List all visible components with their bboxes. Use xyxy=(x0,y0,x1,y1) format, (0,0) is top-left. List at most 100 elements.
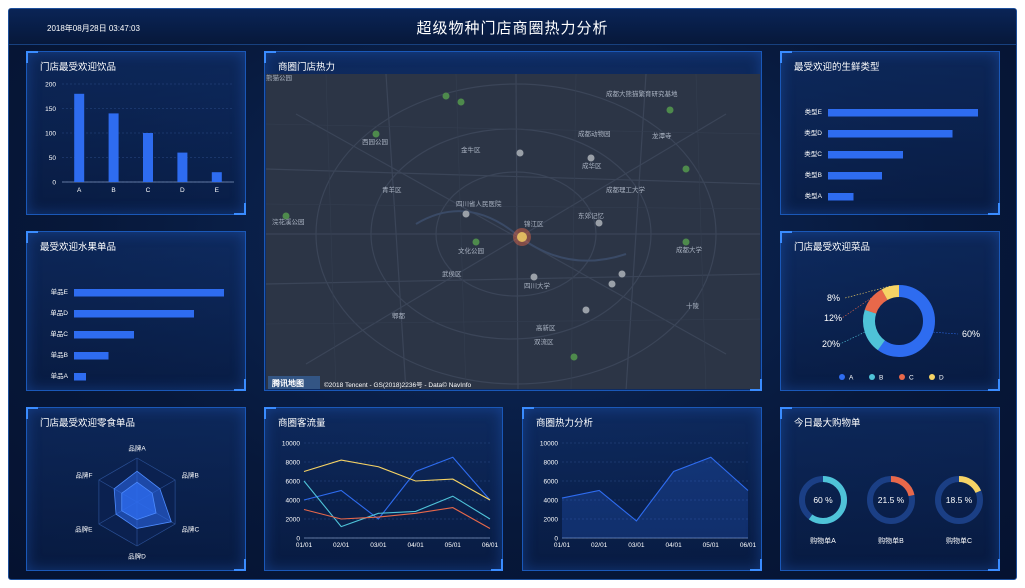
radar-label: 品牌A xyxy=(128,444,146,453)
gauge-arc xyxy=(935,476,983,524)
x-tick-label: D xyxy=(180,187,185,194)
radar-label: 品牌B xyxy=(181,471,198,480)
map-label-shuangliu: 双流区 xyxy=(534,337,554,346)
map-label-wuhou: 武侯区 xyxy=(442,269,462,278)
radar-label: 品牌C xyxy=(181,525,199,534)
drinks-bar-chart: 0 50 100 150 200 A B C D E xyxy=(45,82,234,194)
y-tick-label: 2000 xyxy=(544,517,559,524)
radar-label: 品牌E xyxy=(75,525,93,534)
bar xyxy=(74,93,85,182)
slice-label: 8% xyxy=(827,293,840,303)
x-tick-label: 01/01 xyxy=(554,542,571,549)
category-label: 类型A xyxy=(805,191,823,200)
map-watermark: 腾讯地图 xyxy=(271,378,304,388)
fruit-panel: 最受欢迎水果单品 单品E 单品D 单品C 单品B 单品A xyxy=(26,231,246,391)
y-tick-label: 4000 xyxy=(544,498,559,505)
traffic-panel: 商圈客流量 0 2000 4000 6000 8000 10000 01/01 02/01 03… xyxy=(264,407,503,571)
gauge-arc xyxy=(799,476,847,524)
label-leader xyxy=(839,331,865,345)
gauge-name: 购物单B xyxy=(878,536,904,545)
map-label-qingyang: 青羊区 xyxy=(382,185,402,194)
panel-title: 商圈门店热力 xyxy=(278,62,336,73)
map-panel: 商圈门店热力 xyxy=(264,51,762,391)
map-label-chengdu-univ: 成都大学 xyxy=(676,245,703,254)
x-tick-label: 04/01 xyxy=(665,542,682,549)
y-tick-label: 0 xyxy=(296,536,300,543)
map-label-jinjiang: 锦江区 xyxy=(524,219,544,228)
x-tick-label: B xyxy=(111,187,115,194)
y-tick-label: 2000 xyxy=(286,517,301,524)
map-label-xiyuan: 西园公园 xyxy=(362,138,388,146)
map-canvas: 熊猫公园 成华区 金牛区 青羊区 武侯区 锦江区 高新区 双流区 郫都 四川省人… xyxy=(266,74,760,389)
category-label: 类型D xyxy=(804,128,822,137)
series-line xyxy=(303,480,491,528)
x-tick-label: 01/01 xyxy=(296,542,313,549)
y-tick-label: 200 xyxy=(45,82,56,89)
series-line xyxy=(303,507,491,529)
x-tick-label: 05/01 xyxy=(445,542,462,549)
fresh-bar-chart: 类型E 类型D 类型C 类型B 类型A xyxy=(804,107,978,201)
dashboard-header: 2018年08月28日 03:47:03 超级物种门店商圈热力分析 xyxy=(9,9,1016,45)
y-tick-label: 0 xyxy=(52,180,56,187)
y-tick-label: 4000 xyxy=(286,498,301,505)
panel-title: 最受欢迎的生鲜类型 xyxy=(794,62,880,73)
drinks-panel: 门店最受欢迎饮品 0 50 100 150 200 A B C D E xyxy=(26,51,246,215)
bar xyxy=(828,151,903,159)
label-leader xyxy=(933,331,959,335)
map-label-sichuan-univ: 四川大学 xyxy=(524,281,551,290)
x-tick-label: A xyxy=(77,187,82,194)
category-label: 类型C xyxy=(804,149,822,158)
panel-title: 门店最受欢迎零食单品 xyxy=(40,418,136,429)
bar xyxy=(828,130,953,138)
map-label-zoo: 成都动物园 xyxy=(578,129,611,138)
panel-title: 商圈客流量 xyxy=(278,418,326,429)
dishes-donut-chart: 60% 20% 12% 8% A B C D xyxy=(822,285,980,382)
y-tick-label: 10000 xyxy=(540,441,558,448)
y-tick-label: 150 xyxy=(45,106,56,113)
x-tick-label: 06/01 xyxy=(740,542,757,549)
bar xyxy=(177,152,188,182)
heat-map[interactable]: 熊猫公园 成华区 金牛区 青羊区 武侯区 锦江区 高新区 双流区 郫都 四川省人… xyxy=(266,74,760,389)
map-label-gaoxin: 高新区 xyxy=(536,323,556,332)
donut-slice xyxy=(863,285,935,357)
category-label: 单品D xyxy=(50,308,68,317)
x-tick-label: 03/01 xyxy=(370,542,387,549)
bar xyxy=(74,310,194,318)
bar xyxy=(211,172,222,182)
fresh-panel: 最受欢迎的生鲜类型 类型E 类型D 类型C 类型B 类型A xyxy=(780,51,1000,215)
gauge-value: 21.5 % xyxy=(878,495,905,505)
bar xyxy=(74,331,134,339)
bar xyxy=(74,289,224,297)
legend-swatch xyxy=(839,374,845,380)
radar-series xyxy=(121,481,157,521)
bar xyxy=(828,193,854,201)
category-label: 类型B xyxy=(805,170,822,179)
map-label-jinniu: 金牛区 xyxy=(461,145,481,154)
page-title: 超级物种门店商圈热力分析 xyxy=(416,20,609,37)
fruit-bar-chart: 单品E 单品D 单品C 单品B 单品A xyxy=(50,287,224,381)
panel-title: 门店最受欢迎菜品 xyxy=(794,242,871,253)
gauge-value: 60 % xyxy=(813,495,833,505)
x-tick-label: 05/01 xyxy=(703,542,720,549)
y-tick-label: 8000 xyxy=(286,460,301,467)
y-tick-label: 50 xyxy=(49,155,57,162)
x-tick-label: 02/01 xyxy=(333,542,350,549)
bar xyxy=(108,113,119,182)
series-line xyxy=(561,456,749,522)
legend-label: A xyxy=(849,375,854,382)
heat-panel: 商圈热力分析 0 2000 4000 6000 8000 10000 01/01 02/01 0… xyxy=(522,407,762,571)
gauge-name: 购物单C xyxy=(946,536,972,545)
map-label-culture-park: 文化公园 xyxy=(458,246,484,255)
traffic-line-chart: 0 2000 4000 6000 8000 10000 01/01 02/01 03/01 04/… xyxy=(282,441,499,550)
slice-label: 20% xyxy=(822,339,840,349)
legend-label: B xyxy=(879,375,883,382)
legend-swatch xyxy=(899,374,905,380)
gauge-name: 购物单A xyxy=(810,536,836,545)
panel-title: 最受欢迎水果单品 xyxy=(40,242,117,253)
slice-label: 60% xyxy=(962,329,980,339)
category-label: 类型E xyxy=(805,107,823,116)
map-label-tech-univ: 成都理工大学 xyxy=(606,185,646,194)
orders-panel: 今日最大购物单 60 % 购物单A 21.5 % 购物单B 18.5 % 购物单C xyxy=(780,407,1000,571)
series-line xyxy=(303,456,491,520)
legend-swatch xyxy=(869,374,875,380)
